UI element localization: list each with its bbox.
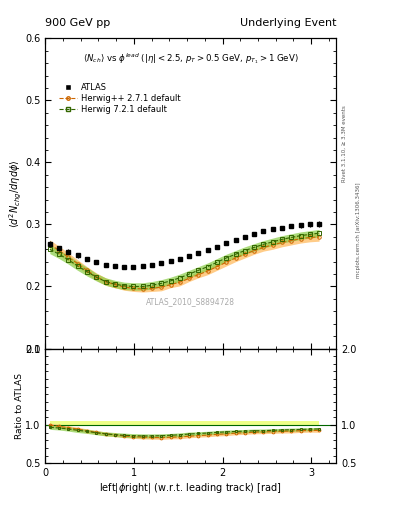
X-axis label: left|$\phi$right| (w.r.t. leading track) [rad]: left|$\phi$right| (w.r.t. leading track)… xyxy=(99,481,282,495)
Text: Rivet 3.1.10, ≥ 3.3M events: Rivet 3.1.10, ≥ 3.3M events xyxy=(342,105,347,182)
Text: $\langle N_{ch} \rangle$ vs $\phi^{lead}$ ($|\eta| < 2.5$, $p_T > 0.5$ GeV, $p_{: $\langle N_{ch} \rangle$ vs $\phi^{lead}… xyxy=(83,51,299,66)
Legend: ATLAS, Herwig++ 2.7.1 default, Herwig 7.2.1 default: ATLAS, Herwig++ 2.7.1 default, Herwig 7.… xyxy=(55,80,184,118)
Text: mcplots.cern.ch [arXiv:1306.3436]: mcplots.cern.ch [arXiv:1306.3436] xyxy=(356,183,361,278)
Y-axis label: Ratio to ATLAS: Ratio to ATLAS xyxy=(15,373,24,439)
Text: 900 GeV pp: 900 GeV pp xyxy=(45,18,110,28)
Y-axis label: $\langle d^2 N_{chg}/d\eta d\phi \rangle$: $\langle d^2 N_{chg}/d\eta d\phi \rangle… xyxy=(7,159,24,228)
Text: ATLAS_2010_S8894728: ATLAS_2010_S8894728 xyxy=(146,297,235,307)
Text: Underlying Event: Underlying Event xyxy=(239,18,336,28)
